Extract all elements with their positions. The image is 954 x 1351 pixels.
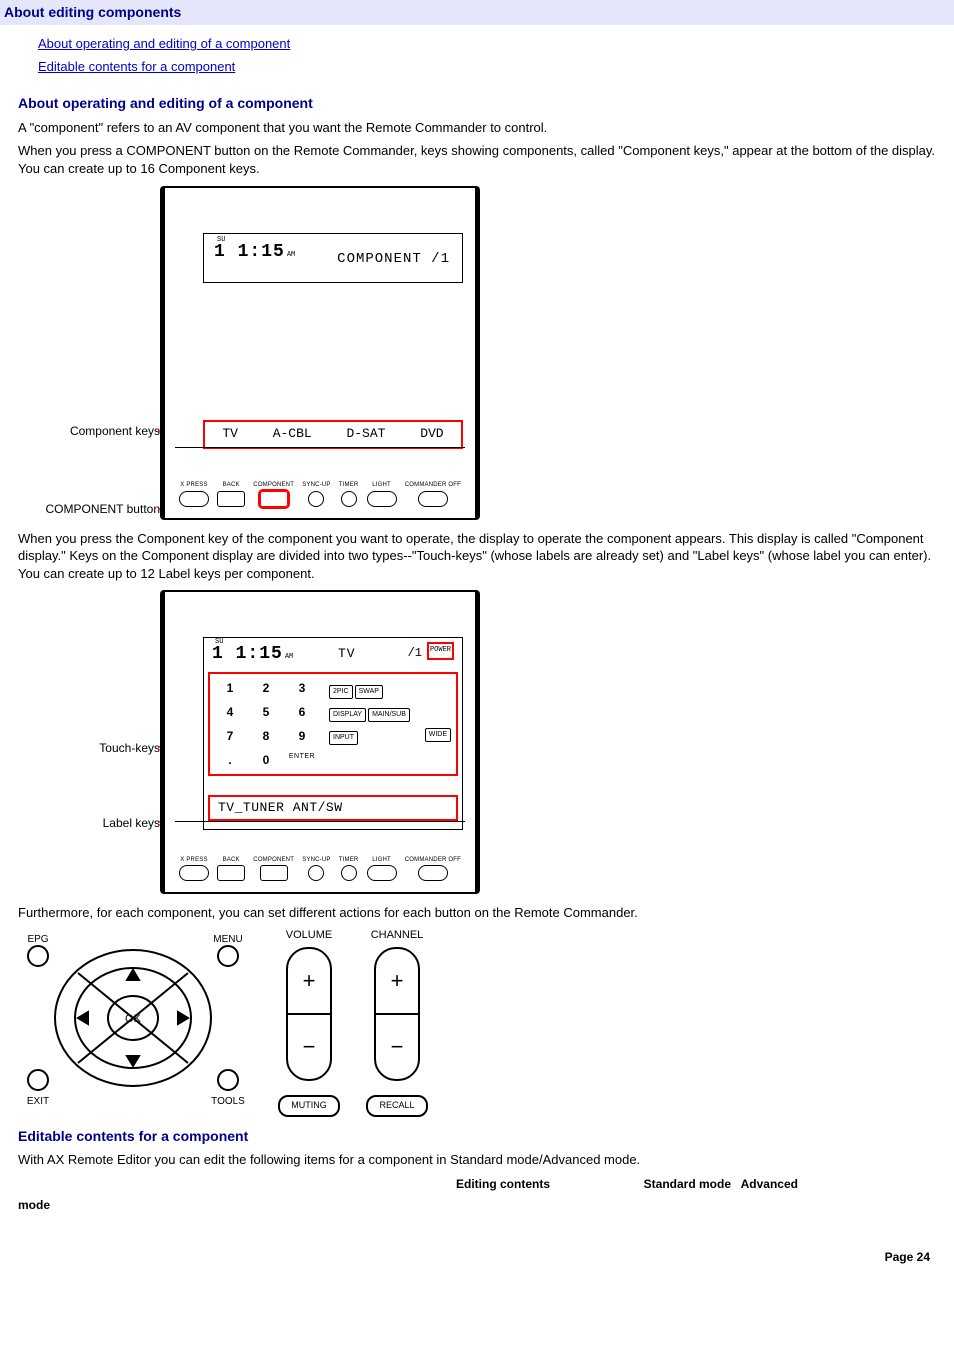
- back-button: [217, 491, 245, 507]
- muting-button: MUTING: [278, 1095, 340, 1117]
- figure-2: Touch-keys Label keys SU1 1:15AM TV /1 P…: [18, 590, 954, 894]
- ok-label: OK: [125, 1013, 142, 1025]
- col-advanced: Advanced: [741, 1176, 798, 1192]
- soft-buttons: 2PICSWAP DISPLAYMAIN/SUB INPUTWIDE: [328, 680, 452, 749]
- channel-rocker: +−: [374, 947, 420, 1081]
- label-keys-row: TV_TUNER ANT/SW: [208, 795, 458, 821]
- power-touch-key: POWER: [427, 642, 454, 659]
- s1-p2: When you press a COMPONENT button on the…: [18, 142, 936, 177]
- remote1-phys-buttons: X PRESS BACK COMPONENT SYNC-UP TIMER LIG…: [175, 447, 465, 513]
- toc: About operating and editing of a compone…: [38, 35, 954, 76]
- page-title-bar: About editing components: [0, 0, 954, 25]
- col-standard: Standard mode: [644, 1176, 731, 1192]
- s2-p1: With AX Remote Editor you can edit the f…: [18, 1151, 936, 1169]
- toc-link-operating[interactable]: About operating and editing of a compone…: [38, 35, 954, 53]
- section-1-heading: About operating and editing of a compone…: [18, 94, 954, 113]
- xpress-button: [179, 491, 209, 507]
- comp-key: TV: [222, 425, 238, 443]
- page-title: About editing components: [4, 4, 181, 20]
- toc-link-editable[interactable]: Editable contents for a component: [38, 58, 954, 76]
- s1-p3: When you press the Component key of the …: [18, 530, 936, 583]
- dpad-figure: EPG MENU EXIT TOOLS OK: [18, 928, 248, 1108]
- section-2-heading: Editable contents for a component: [18, 1127, 954, 1146]
- volume-label: VOLUME: [286, 928, 332, 943]
- numpad: 123 456 789 .0ENTER: [216, 680, 316, 774]
- commander-off-button: [418, 491, 448, 507]
- figure-1: Component keys COMPONENT button SU1 1:15…: [18, 186, 954, 520]
- remote-frame-2: SU1 1:15AM TV /1 POWER 123 456 789 .0ENT…: [160, 590, 480, 894]
- tools-label: TOOLS: [211, 1096, 245, 1107]
- comp-key: D-SAT: [346, 425, 385, 443]
- callout-label-keys: Label keys: [103, 815, 160, 831]
- timer-button: [341, 491, 357, 507]
- light-button: [367, 491, 397, 507]
- component-button: [260, 491, 288, 507]
- s1-p1: A "component" refers to an AV component …: [18, 119, 936, 137]
- remote2-screen: SU1 1:15AM TV /1 POWER 123 456 789 .0ENT…: [203, 637, 463, 830]
- recall-button: RECALL: [366, 1095, 428, 1117]
- remote1-component-keys: TV A-CBL D-SAT DVD: [203, 420, 463, 449]
- epg-label: EPG: [27, 934, 48, 945]
- channel-label: CHANNEL: [371, 928, 424, 943]
- figure-3: EPG MENU EXIT TOOLS OK VOLUME +− MUTING …: [18, 928, 954, 1117]
- remote2-phys-buttons: X PRESS BACK COMPONENT SYNC-UP TIMER LIG…: [175, 821, 465, 887]
- remote1-top-screen: SU1 1:15AM COMPONENT /1: [203, 233, 463, 283]
- callout-component-button: COMPONENT button: [46, 501, 160, 517]
- volume-rocker: +−: [286, 947, 332, 1081]
- comp-key: A-CBL: [273, 425, 312, 443]
- mode-line: mode: [18, 1197, 936, 1213]
- exit-label: EXIT: [27, 1096, 49, 1107]
- callout-component-keys: Component keys: [70, 423, 160, 439]
- menu-label: MENU: [213, 934, 242, 945]
- callout-touch-keys: Touch-keys: [99, 740, 160, 756]
- s1-p4: Furthermore, for each component, you can…: [18, 904, 936, 922]
- touch-keys-area: 123 456 789 .0ENTER 2PICSWAP DISPLAYMAIN…: [208, 672, 458, 776]
- page-number: Page 24: [0, 1249, 930, 1265]
- syncup-button: [308, 491, 324, 507]
- comp-key: DVD: [420, 425, 443, 443]
- remote-frame-1: SU1 1:15AM COMPONENT /1 TV A-CBL D-SAT D…: [160, 186, 480, 520]
- table-header-row: Editing contents Standard mode Advanced: [0, 1175, 954, 1193]
